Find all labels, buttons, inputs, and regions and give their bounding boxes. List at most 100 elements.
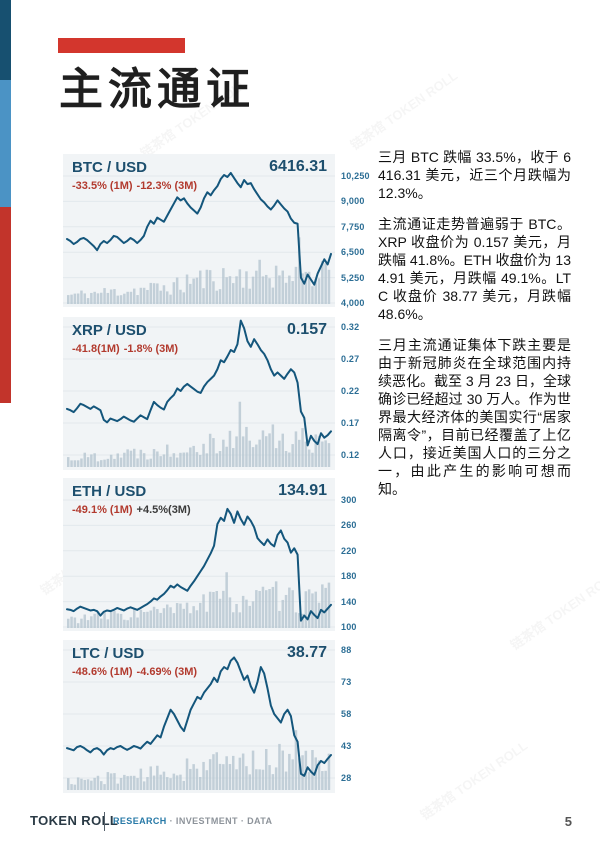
volume-bar: [321, 584, 324, 628]
volume-bar: [235, 603, 238, 628]
change-value: -1.8% (3M): [123, 343, 179, 355]
volume-bar: [238, 401, 242, 467]
volume-bar: [172, 453, 176, 467]
volume-bar: [324, 263, 327, 304]
volume-bar: [251, 447, 255, 467]
y-tick-label: 140: [341, 596, 357, 607]
change-value: -48.6% (1M): [72, 666, 133, 678]
volume-bar: [192, 445, 195, 467]
y-tick-label: 43: [341, 741, 352, 751]
volume-bar: [261, 586, 265, 628]
y-tick-label: 0.17: [341, 418, 360, 428]
change-value: -12.3% (3M): [136, 180, 198, 192]
volume-bar: [248, 288, 251, 304]
commentary-paragraph-3: 三月主流通证集体下跌主要是由于新冠肺炎在全球范围内持续恶化。截至 3 月 23 …: [378, 337, 571, 497]
volume-bar: [192, 278, 195, 304]
volume-bar: [73, 784, 77, 790]
volume-bar: [133, 448, 136, 467]
volume-bar: [67, 295, 70, 304]
volume-bar: [185, 452, 189, 467]
volume-bar: [311, 750, 314, 790]
volume-bar: [202, 443, 205, 467]
volume-bar: [327, 753, 331, 790]
volume-bar: [307, 271, 311, 304]
volume-bar: [109, 773, 113, 790]
volume-bar: [298, 439, 301, 467]
volume-bar: [205, 269, 209, 304]
volume-bar: [189, 768, 192, 790]
volume-bar: [119, 295, 123, 304]
volume-bar: [162, 454, 166, 467]
y-tick-label: 88: [341, 645, 352, 655]
volume-bar: [304, 271, 308, 304]
volume-bar: [205, 611, 209, 628]
volume-bar: [146, 611, 149, 628]
volume-bar: [129, 775, 133, 790]
pair-price-eth-usd: 134.91: [278, 482, 327, 499]
pair-price-xrp-usd: 0.157: [286, 321, 327, 338]
price-line-btc-usd: [66, 171, 332, 286]
volume-bar: [307, 772, 311, 790]
volume-bar: [251, 276, 255, 304]
volume-bar: [307, 589, 311, 628]
y-tick-label: 0.12: [341, 450, 360, 460]
volume-bar: [149, 610, 152, 628]
volume-bar: [195, 277, 199, 304]
volume-bar: [80, 618, 83, 628]
volume-bar: [133, 288, 136, 304]
volume-bar: [307, 449, 311, 467]
volume-bar: [199, 270, 202, 304]
volume-bar: [90, 292, 93, 304]
volume-bar: [258, 259, 261, 304]
volume-bar: [281, 270, 284, 304]
volume-bar: [156, 609, 159, 628]
volume-bar: [294, 266, 298, 304]
volume-bar: [324, 770, 327, 790]
watermark: 链茶馆 TOKEN ROLL: [346, 65, 461, 153]
volume-bar: [139, 609, 143, 628]
commentary-column: 三月 BTC 跌幅 33.5%，收于 6416.31 美元，近三个月跌幅为 12…: [378, 148, 571, 511]
volume-bar: [192, 764, 195, 790]
volume-bar: [298, 613, 301, 628]
volume-bar: [274, 767, 278, 790]
volume-bar: [228, 597, 232, 628]
volume-bar: [152, 283, 156, 304]
volume-bar: [169, 607, 172, 628]
volume-bar: [185, 274, 189, 304]
volume-bar: [291, 281, 294, 304]
volume-bar: [304, 441, 308, 467]
volume-bar: [119, 457, 123, 467]
y-tick-label: 28: [341, 773, 352, 783]
volume-bar: [278, 275, 281, 304]
volume-bar: [109, 611, 113, 628]
volume-bar: [103, 459, 106, 467]
volume-bar: [142, 287, 146, 304]
volume-bar: [106, 292, 110, 304]
title-accent-bar: [58, 38, 185, 53]
volume-bar: [321, 441, 324, 467]
volume-bar: [123, 452, 126, 467]
volume-bar: [261, 769, 265, 790]
volume-bar: [228, 764, 232, 790]
volume-bar: [205, 453, 209, 467]
y-tick-label: 9,000: [341, 196, 365, 207]
volume-bar: [218, 598, 222, 628]
y-tick-label: 260: [341, 520, 357, 531]
volume-bar: [136, 458, 139, 467]
price-line-xrp-usd: [66, 319, 332, 447]
volume-bar: [129, 291, 133, 304]
volume-bar: [321, 261, 324, 304]
volume-bar: [103, 784, 106, 790]
volume-bar: [265, 274, 268, 304]
change-value: -33.5% (1M): [72, 180, 133, 192]
volume-bar: [261, 276, 265, 304]
volume-bar: [142, 611, 146, 628]
volume-bar: [278, 610, 281, 628]
volume-bar: [96, 461, 100, 467]
volume-bar: [301, 755, 304, 790]
y-axis-eth-usd: 300 260 220 180 140 100: [340, 478, 376, 632]
volume-bar: [218, 289, 222, 304]
volume-bar: [268, 433, 271, 467]
volume-bar: [202, 594, 205, 628]
volume-bar: [291, 590, 294, 628]
